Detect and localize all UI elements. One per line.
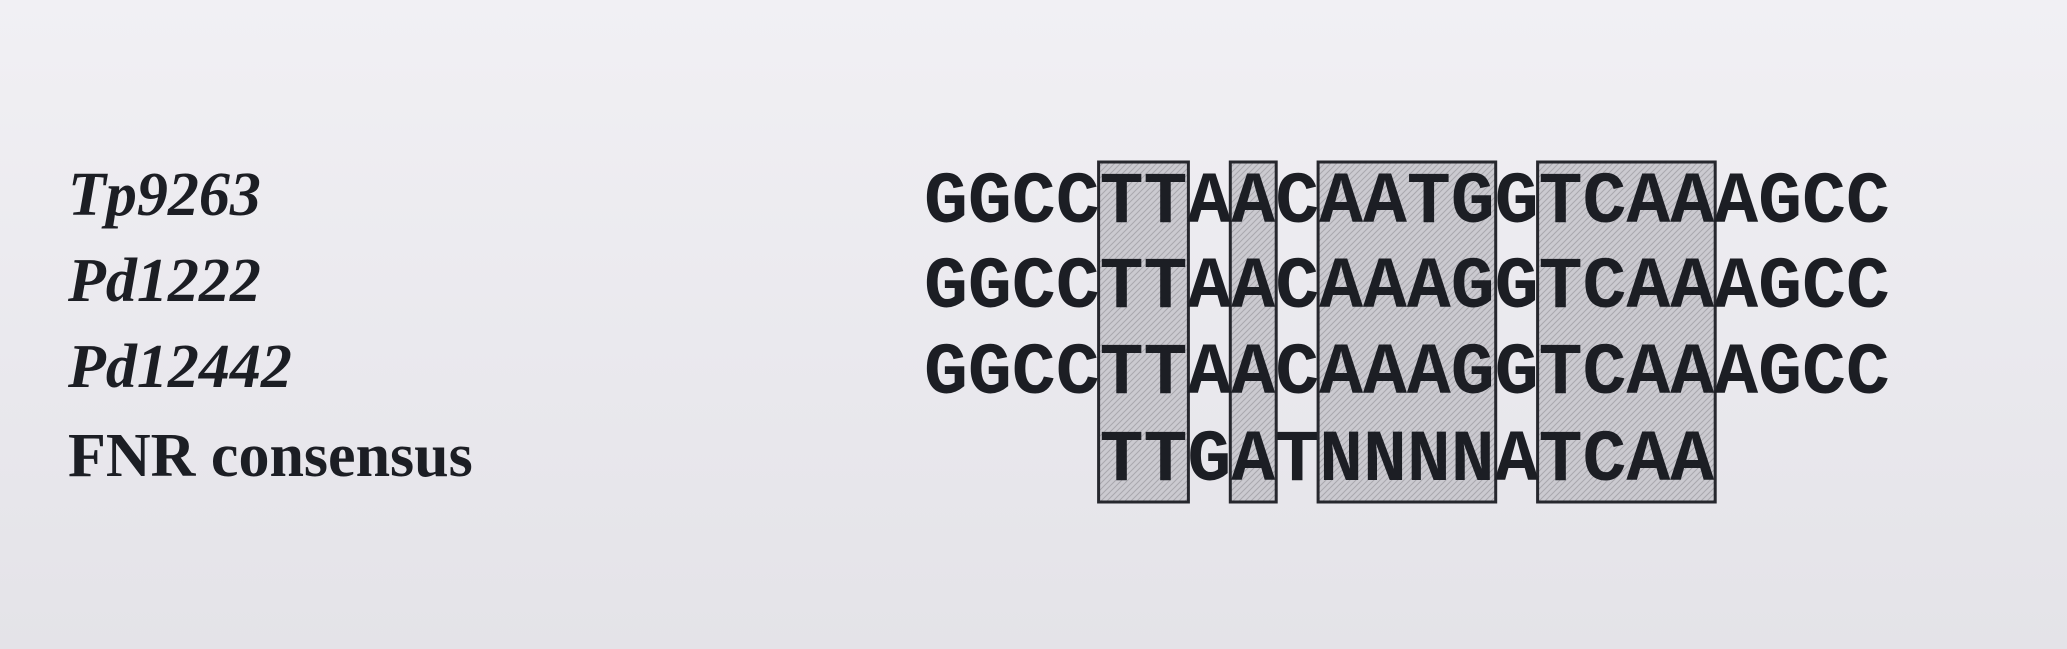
sequence-row-3: GGCCTTAACAAAGGTCAAAGCC (924, 332, 1890, 415)
sequence-row-2: GGCCTTAACAAAGGTCAAAGCC (924, 246, 1890, 329)
sequence-row-4: TTGATNNNNATCAA (1100, 419, 1715, 502)
label-fnr-consensus: FNR consensus (68, 422, 473, 490)
conserved-box-4 (1536, 160, 1717, 504)
conserved-box-1 (1097, 160, 1190, 504)
conserved-box-3 (1316, 160, 1498, 504)
sequence-text-layer: GGCCTTAACAATGGTCAAAGCCGGCCTTAACAAAGGTCAA… (924, 161, 1890, 502)
label-tp9263: Tp9263 (68, 161, 261, 229)
sequence-row-1: GGCCTTAACAATGGTCAAAGCC (924, 161, 1890, 244)
label-pd1222: Pd1222 (68, 247, 261, 315)
label-pd12442: Pd12442 (68, 333, 292, 401)
conserved-box-layer (1097, 160, 1717, 504)
conserved-box-2 (1228, 160, 1278, 504)
